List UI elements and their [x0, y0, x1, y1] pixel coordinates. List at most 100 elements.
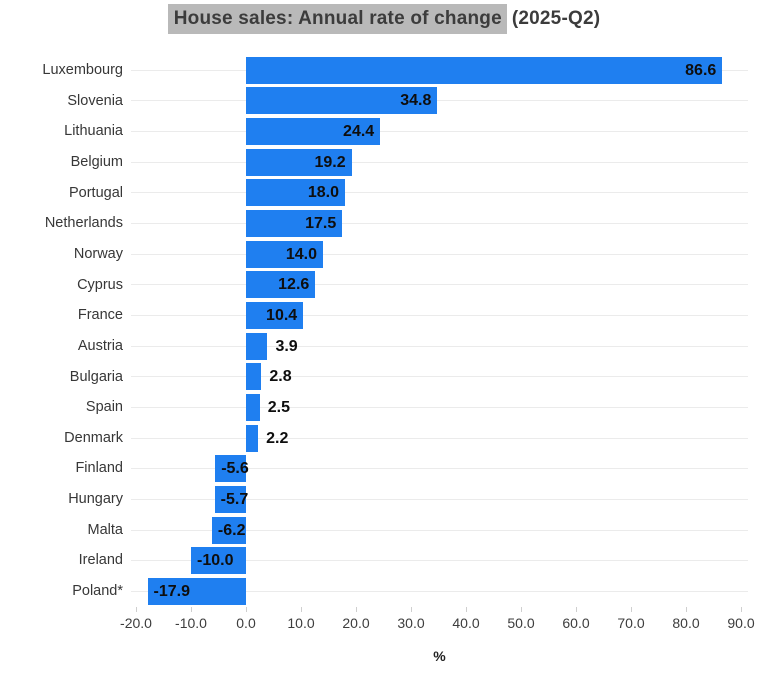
- category-label: Poland*: [72, 583, 123, 600]
- value-label: 17.5: [305, 215, 337, 233]
- row-gridline: [131, 100, 748, 102]
- category-label: Luxembourg: [42, 62, 123, 78]
- value-label: 18.0: [307, 184, 339, 202]
- value-label: 2.5: [267, 398, 290, 416]
- value-label: -10.0: [197, 552, 234, 570]
- value-label: -6.2: [217, 521, 246, 539]
- row-gridline: [131, 131, 748, 133]
- value-label: 3.9: [275, 337, 298, 355]
- category-label: Norway: [73, 245, 123, 262]
- bar-belgium: [246, 148, 352, 176]
- row-gridline: [131, 498, 748, 500]
- row-gridline: [131, 345, 748, 347]
- x-tick-label: -20.0: [120, 615, 152, 631]
- x-tick-label: 50.0: [507, 615, 535, 631]
- bar-poland: [147, 577, 246, 605]
- category-label: Hungary: [68, 491, 123, 508]
- x-tick-mark: [356, 607, 357, 612]
- x-tick-label: 10.0: [287, 615, 315, 631]
- x-tick-mark: [411, 607, 412, 612]
- bar-finland: [215, 455, 246, 483]
- value-label: 2.8: [269, 368, 292, 386]
- value-label: 12.6: [278, 276, 310, 294]
- row-gridline: [131, 223, 748, 225]
- category-label: Spain: [85, 399, 123, 416]
- value-label: -5.7: [220, 490, 249, 508]
- category-label: Lithuania: [64, 123, 123, 140]
- x-tick-mark: [576, 607, 577, 612]
- x-tick-label: -10.0: [175, 615, 207, 631]
- bar-malta: [211, 516, 246, 544]
- row-gridline: [131, 529, 748, 531]
- category-label: Malta: [87, 521, 123, 538]
- category-label: France: [77, 307, 123, 324]
- category-label: Ireland: [78, 552, 123, 569]
- category-label: Portugal: [68, 184, 123, 201]
- category-label: Finland: [75, 460, 123, 477]
- x-tick-mark: [686, 607, 687, 612]
- category-label: Denmark: [64, 429, 123, 446]
- value-label: 2.2: [266, 429, 289, 447]
- category-label: Belgium: [70, 153, 123, 170]
- row-gridline: [131, 560, 748, 562]
- row-gridline: [131, 192, 748, 194]
- bar-bulgaria: [246, 363, 262, 391]
- row-gridline: [131, 376, 748, 378]
- bar-norway: [246, 240, 323, 268]
- chart-title: House sales: Annual rate of change (2025-…: [0, 4, 768, 34]
- value-label: 86.6: [685, 61, 717, 79]
- bar-france: [246, 302, 304, 330]
- x-tick-mark: [136, 607, 137, 612]
- x-tick-label: 40.0: [452, 615, 480, 631]
- bar-portugal: [246, 179, 345, 207]
- bar-slovenia: [246, 87, 438, 115]
- value-label: 19.2: [314, 153, 346, 171]
- bar-lithuania: [246, 118, 381, 146]
- bar-cyprus: [246, 271, 316, 299]
- x-tick-mark: [466, 607, 467, 612]
- value-label: 24.4: [343, 123, 375, 141]
- x-tick-mark: [741, 607, 742, 612]
- chart-title-highlighted: House sales: Annual rate of change: [167, 4, 507, 34]
- row-gridline: [131, 253, 748, 255]
- value-label: -5.6: [221, 460, 249, 478]
- chart-title-suffix: (2025-Q2): [511, 8, 601, 29]
- x-tick-label: 0.0: [236, 615, 256, 631]
- x-tick-mark: [521, 607, 522, 612]
- row-gridline: [131, 284, 748, 286]
- x-tick-mark: [301, 607, 302, 612]
- category-label: Bulgaria: [69, 368, 123, 385]
- value-label: 10.4: [266, 307, 298, 325]
- x-tick-label: 30.0: [397, 615, 425, 631]
- value-label: -17.9: [153, 582, 191, 600]
- value-label: 14.0: [285, 245, 317, 263]
- category-label: Slovenia: [67, 92, 123, 109]
- category-label: Netherlands: [44, 215, 123, 232]
- row-gridline: [131, 406, 748, 408]
- category-label: Cyprus: [77, 276, 123, 293]
- x-tick-mark: [246, 607, 247, 612]
- x-tick-label: 20.0: [342, 615, 370, 631]
- x-tick-label: 60.0: [562, 615, 590, 631]
- bar-austria: [246, 332, 268, 360]
- x-tick-label: 90.0: [727, 615, 755, 631]
- bar-netherlands: [246, 210, 343, 238]
- x-tick-label: 80.0: [672, 615, 700, 631]
- bar-hungary: [214, 485, 246, 513]
- row-gridline: [131, 315, 748, 317]
- row-gridline: [131, 468, 748, 470]
- x-tick-mark: [191, 607, 192, 612]
- x-tick-mark: [631, 607, 632, 612]
- row-gridline: [131, 161, 748, 163]
- bar-denmark: [246, 424, 259, 452]
- x-axis-label: %: [433, 648, 446, 664]
- bar-ireland: [191, 547, 246, 575]
- category-label: Austria: [77, 337, 123, 354]
- row-gridline: [131, 590, 748, 592]
- bar-spain: [246, 393, 260, 421]
- bar-luxembourg: [246, 56, 723, 84]
- value-label: 34.8: [400, 92, 432, 110]
- x-tick-label: 70.0: [617, 615, 645, 631]
